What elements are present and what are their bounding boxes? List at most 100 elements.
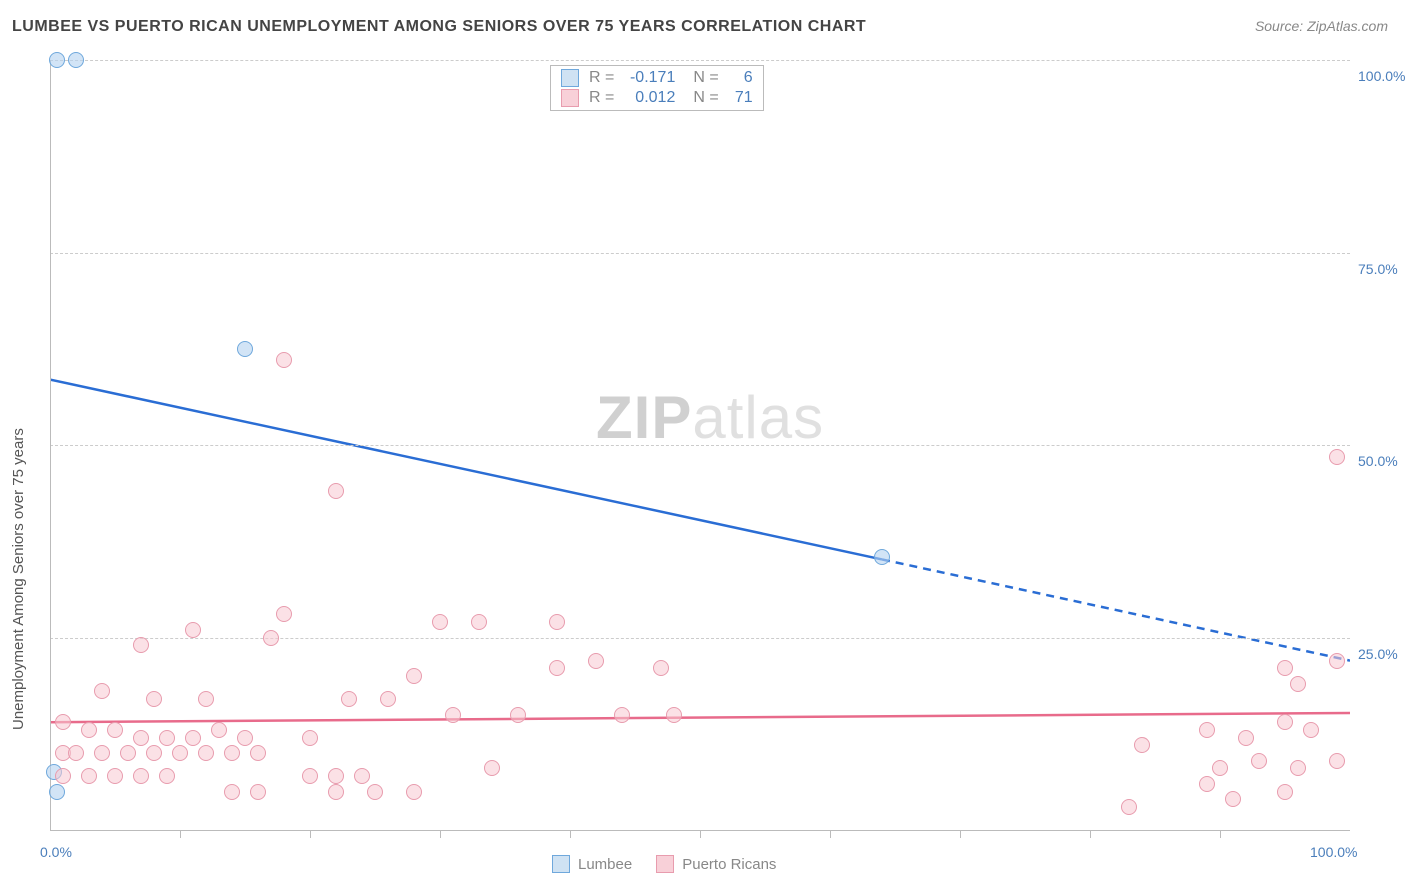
data-point-puerto-ricans [276,606,292,622]
data-point-puerto-ricans [666,707,682,723]
data-point-puerto-ricans [1290,676,1306,692]
data-point-puerto-ricans [172,745,188,761]
y-tick-label: 75.0% [1358,261,1398,277]
x-tick [700,830,701,838]
data-point-lumbee [49,52,65,68]
grid-line [50,445,1350,446]
legend-label: Puerto Ricans [682,856,776,873]
data-point-puerto-ricans [1290,760,1306,776]
data-point-puerto-ricans [1329,449,1345,465]
chart-container: LUMBEE VS PUERTO RICAN UNEMPLOYMENT AMON… [0,0,1406,892]
data-point-puerto-ricans [1277,714,1293,730]
data-point-puerto-ricans [159,730,175,746]
data-point-lumbee [49,784,65,800]
data-point-puerto-ricans [1329,653,1345,669]
data-point-puerto-ricans [81,768,97,784]
watermark-zip: ZIP [596,384,692,451]
data-point-puerto-ricans [406,784,422,800]
legend-item: Puerto Ricans [656,855,776,873]
data-point-puerto-ricans [614,707,630,723]
legend-swatch [656,855,674,873]
data-point-puerto-ricans [68,745,84,761]
data-point-puerto-ricans [367,784,383,800]
source-label: Source: ZipAtlas.com [1255,18,1388,34]
data-point-puerto-ricans [133,637,149,653]
data-point-puerto-ricans [224,745,240,761]
x-tick [440,830,441,838]
x-max-label: 100.0% [1310,844,1357,860]
data-point-puerto-ricans [328,768,344,784]
data-point-puerto-ricans [250,784,266,800]
data-point-puerto-ricans [159,768,175,784]
data-point-puerto-ricans [1277,784,1293,800]
data-point-puerto-ricans [198,745,214,761]
x-tick [310,830,311,838]
x-tick [1090,830,1091,838]
legend-item: Lumbee [552,855,632,873]
y-axis-label: Unemployment Among Seniors over 75 years [10,428,27,730]
data-point-puerto-ricans [549,660,565,676]
data-point-puerto-ricans [445,707,461,723]
data-point-lumbee [874,549,890,565]
data-point-puerto-ricans [107,722,123,738]
data-point-puerto-ricans [224,784,240,800]
data-point-puerto-ricans [94,745,110,761]
data-point-puerto-ricans [1238,730,1254,746]
grid-line [50,638,1350,639]
legend-swatch [552,855,570,873]
data-point-puerto-ricans [146,691,162,707]
data-point-puerto-ricans [328,784,344,800]
data-point-puerto-ricans [484,760,500,776]
data-point-puerto-ricans [328,483,344,499]
x-tick [570,830,571,838]
trendline-dashed-lumbee [882,559,1350,660]
data-point-puerto-ricans [1199,722,1215,738]
data-point-puerto-ricans [354,768,370,784]
data-point-puerto-ricans [653,660,669,676]
data-point-puerto-ricans [1199,776,1215,792]
r-value: 0.012 [620,89,675,107]
x-min-label: 0.0% [40,844,72,860]
chart-title: LUMBEE VS PUERTO RICAN UNEMPLOYMENT AMON… [12,18,866,36]
data-point-puerto-ricans [1277,660,1293,676]
series-legend: Lumbee Puerto Ricans [540,855,788,873]
data-point-puerto-ricans [432,614,448,630]
trendline-puerto-ricans [50,713,1350,722]
data-point-lumbee [237,341,253,357]
data-point-puerto-ricans [1121,799,1137,815]
x-tick [1220,830,1221,838]
data-point-puerto-ricans [510,707,526,723]
r-label: R = [589,69,614,87]
y-tick-label: 50.0% [1358,453,1398,469]
data-point-puerto-ricans [120,745,136,761]
data-point-puerto-ricans [133,768,149,784]
n-label: N = [693,69,718,87]
n-label: N = [693,89,718,107]
r-label: R = [589,89,614,107]
grid-line [50,60,1350,61]
stats-row: R =-0.171N =6 [551,68,763,88]
data-point-puerto-ricans [146,745,162,761]
data-point-lumbee [68,52,84,68]
stats-legend-box: R =-0.171N =6R = 0.012 N = 71 [550,65,764,111]
trendline-lumbee [50,380,882,560]
data-point-puerto-ricans [107,768,123,784]
stats-row: R = 0.012 N = 71 [551,88,763,108]
y-tick-label: 25.0% [1358,646,1398,662]
data-point-puerto-ricans [1251,753,1267,769]
data-point-puerto-ricans [549,614,565,630]
legend-label: Lumbee [578,856,632,873]
watermark: ZIPatlas [596,383,824,452]
data-point-puerto-ricans [302,768,318,784]
x-tick [960,830,961,838]
y-axis-line [50,60,51,830]
plot-area: ZIPatlas R =-0.171N =6R =0.012N =71 25.0… [50,60,1350,830]
data-point-puerto-ricans [380,691,396,707]
series-swatch [561,89,579,107]
n-value: 71 [725,89,753,107]
data-point-puerto-ricans [81,722,97,738]
x-tick [830,830,831,838]
x-tick [180,830,181,838]
data-point-puerto-ricans [55,768,71,784]
data-point-puerto-ricans [198,691,214,707]
